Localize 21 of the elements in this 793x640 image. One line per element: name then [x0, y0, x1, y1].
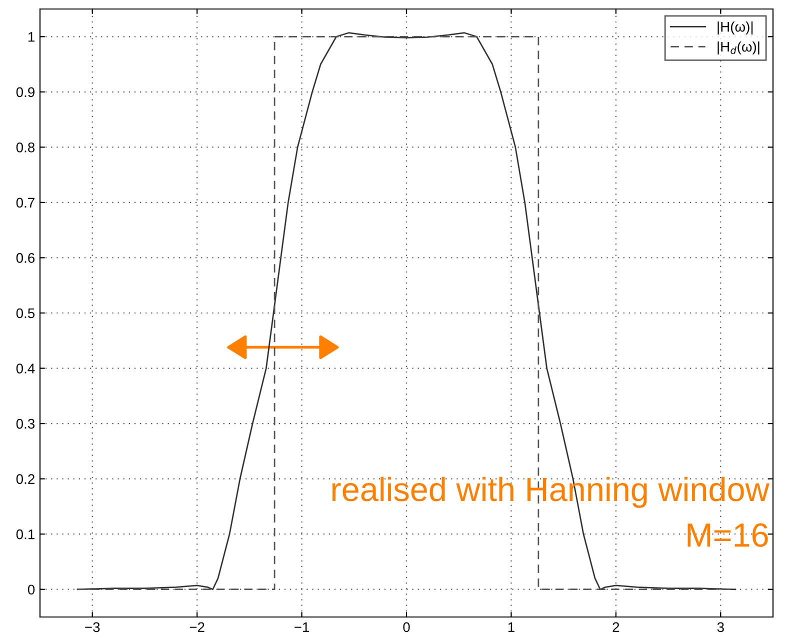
x-tick-label: 0	[403, 622, 410, 632]
x-tick-label: 2	[612, 622, 620, 632]
y-tick-label: 0.7	[16, 198, 34, 208]
legend-label: |H$_{d}$(ω)|	[718, 41, 760, 54]
y-tick-label: 0.9	[16, 87, 34, 98]
y-tick-label: 0.6	[16, 253, 35, 263]
y-tick-label: 0.2	[16, 474, 34, 484]
y-tick-label: 0.1	[16, 529, 34, 540]
x-tick-label: −2	[190, 622, 204, 632]
y-tick-label: 0.8	[16, 142, 35, 152]
x-tick-label: 3	[717, 622, 724, 632]
x-tick-label: 1	[508, 622, 514, 632]
y-tick-label: 0	[28, 584, 35, 595]
y-tick-label: 0.3	[16, 418, 35, 429]
y-tick-label: 0.5	[16, 308, 35, 318]
legend-label: |H(ω)|	[718, 22, 753, 35]
annotation: M=16	[688, 523, 768, 547]
y-tick-label: 0.4	[16, 364, 35, 374]
x-tick-label: −1	[294, 622, 310, 632]
x-tick-label: −3	[85, 622, 100, 632]
y-tick-label: 1	[28, 32, 34, 42]
